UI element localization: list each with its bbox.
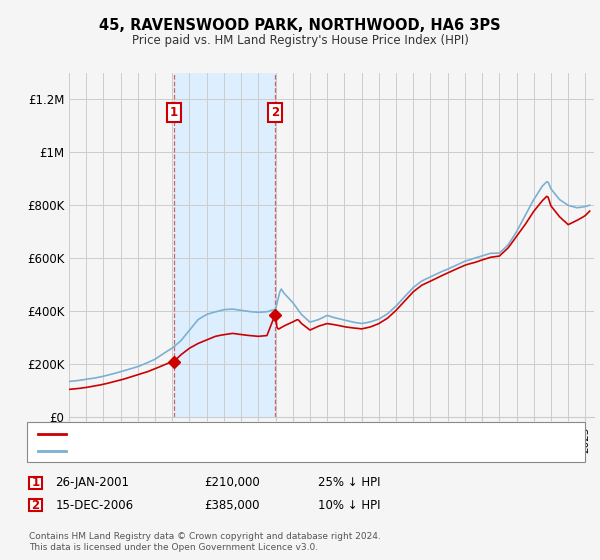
Text: Contains HM Land Registry data © Crown copyright and database right 2024.: Contains HM Land Registry data © Crown c…	[29, 532, 380, 541]
Text: This data is licensed under the Open Government Licence v3.0.: This data is licensed under the Open Gov…	[29, 543, 318, 552]
Text: £385,000: £385,000	[204, 498, 260, 512]
Text: 15-DEC-2006: 15-DEC-2006	[55, 498, 133, 512]
Text: 25% ↓ HPI: 25% ↓ HPI	[318, 476, 380, 489]
Text: 45, RAVENSWOOD PARK, NORTHWOOD, HA6 3PS: 45, RAVENSWOOD PARK, NORTHWOOD, HA6 3PS	[99, 18, 501, 32]
Text: 1: 1	[170, 106, 178, 119]
Text: 26-JAN-2001: 26-JAN-2001	[55, 476, 129, 489]
Text: Price paid vs. HM Land Registry's House Price Index (HPI): Price paid vs. HM Land Registry's House …	[131, 34, 469, 47]
Bar	[173, 73, 275, 417]
Text: 2: 2	[271, 106, 279, 119]
Text: £210,000: £210,000	[204, 476, 260, 489]
Text: 45, RAVENSWOOD PARK, NORTHWOOD, HA6 3PS (detached house): 45, RAVENSWOOD PARK, NORTHWOOD, HA6 3PS …	[73, 429, 447, 439]
Text: 10% ↓ HPI: 10% ↓ HPI	[318, 498, 380, 512]
Text: 1: 1	[31, 476, 40, 489]
Text: HPI: Average price, detached house, Hillingdon: HPI: Average price, detached house, Hill…	[73, 446, 336, 456]
Text: 2: 2	[31, 498, 40, 512]
